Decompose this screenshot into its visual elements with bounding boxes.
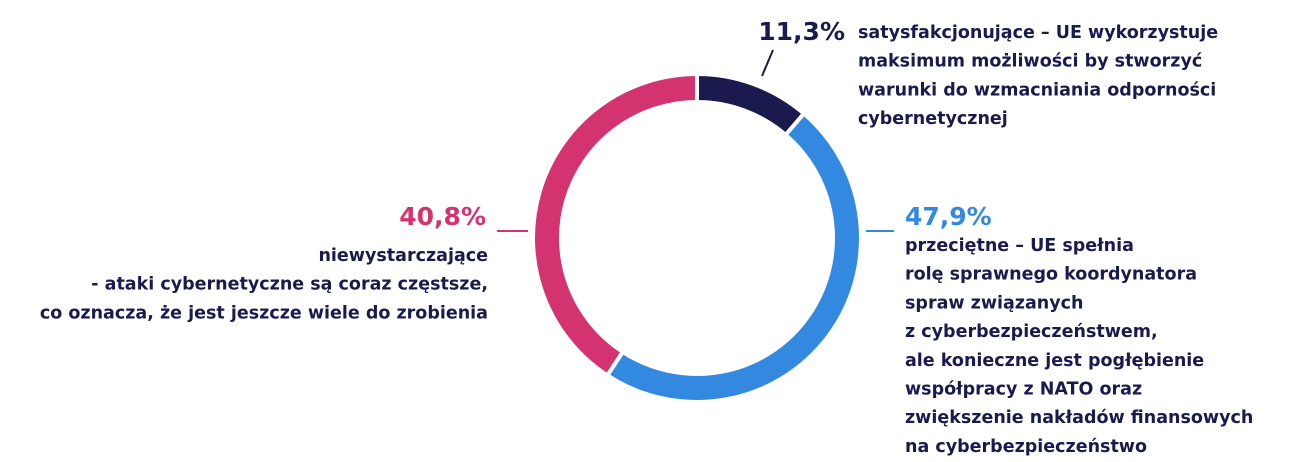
value-label: 47,9% [905,202,992,231]
label-line: rolę sprawnego koordynatora [905,265,1197,285]
label-line: maksimum możliwości by stworzyć [858,52,1202,72]
label-line: co oznacza, że jest jeszcze wiele do zro… [40,303,488,323]
value-label: 40,8% [399,202,486,231]
label-line: warunki do wzmacniania odporności [858,80,1216,100]
category-label: przeciętne – UE spełnia rolę sprawnego ko… [905,236,1253,457]
label-line: satysfakcjonujące – UE wykorzystuje [858,23,1218,43]
label-line: niewystarczające [318,246,488,266]
label-line: ale konieczne jest pogłębienie [905,351,1204,371]
donut-segment [604,110,863,405]
donut-segment [695,71,807,138]
leader-line [761,49,774,77]
category-label: satysfakcjonujące – UE wykorzystuje maksi… [858,23,1218,129]
value-label: 11,3% [758,17,845,46]
category-label: niewystarczające - ataki cybernetyczne są… [40,246,488,323]
label-line: - ataki cybernetyczne są coraz częstsze, [91,275,488,295]
label-line: na cyberbezpieczeństwo [905,437,1147,457]
label-line: przeciętne – UE spełnia [905,236,1134,256]
label-line: z cyberbezpieczeństwem, [905,322,1158,342]
donut-segment [531,71,699,379]
label-line: cybernetycznej [858,109,1008,129]
label-line: zwiększenie nakładów finansowych [905,408,1253,428]
label-line: współpracy z NATO oraz [905,380,1142,400]
label-line: spraw związanych [905,293,1084,313]
